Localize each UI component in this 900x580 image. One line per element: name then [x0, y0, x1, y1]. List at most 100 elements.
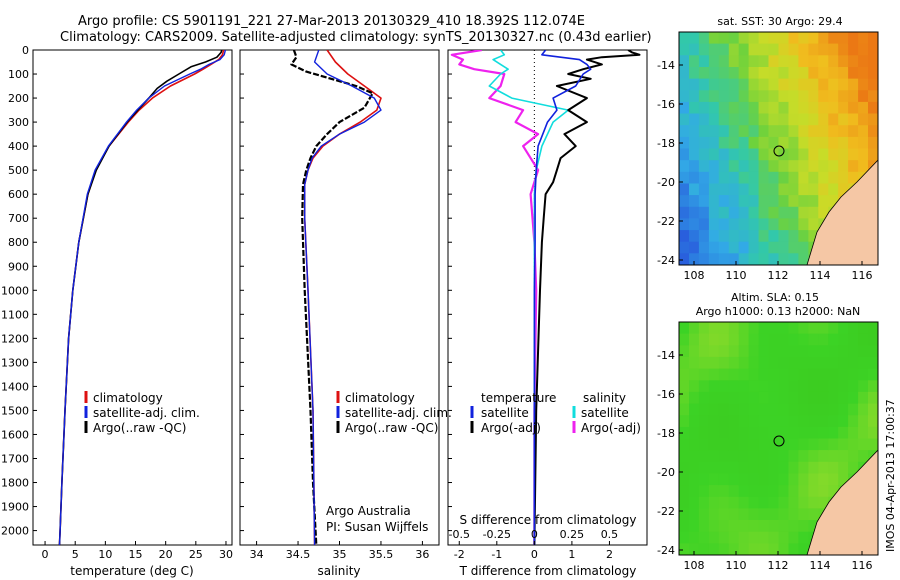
map-cell	[808, 195, 819, 208]
map-cell	[818, 160, 829, 173]
map-cell	[718, 450, 730, 463]
map-cell	[758, 43, 770, 56]
map-cell	[718, 356, 730, 370]
map-cell	[798, 345, 809, 358]
map-cell	[798, 67, 809, 80]
map-cell	[818, 32, 829, 45]
map-cell	[768, 43, 779, 56]
map-cell	[818, 195, 829, 208]
map-cell	[718, 183, 730, 196]
map-cell	[868, 43, 878, 56]
map-cell	[838, 368, 849, 381]
map-cell	[838, 461, 849, 475]
map-cell	[848, 113, 859, 126]
map-cell	[758, 125, 770, 138]
temperature-legend: climatology satellite-adj. clim. Argo(..…	[84, 391, 200, 435]
x-tick-label-s: 0.25	[560, 528, 585, 541]
land-mass	[806, 159, 878, 265]
map-cell	[748, 461, 760, 475]
map-cell	[768, 426, 779, 440]
map-cell	[858, 380, 869, 393]
map-cell	[868, 380, 878, 393]
sal-argo-line	[290, 50, 374, 545]
map-cell	[698, 90, 710, 103]
map-cell	[698, 32, 710, 45]
map-cell	[718, 531, 730, 544]
map-cell	[818, 426, 829, 440]
map-cell	[679, 195, 690, 208]
temperature-xlabel: temperature (deg C)	[70, 564, 193, 578]
map-cell	[708, 78, 720, 91]
map-x-tick-label: 108	[684, 269, 705, 282]
map-cell	[808, 345, 819, 358]
map-cell	[698, 368, 710, 381]
map-cell	[818, 496, 829, 510]
map-cell	[689, 520, 700, 533]
map-cell	[758, 101, 770, 115]
map-cell	[679, 496, 690, 510]
map-cell	[828, 368, 839, 381]
map-cell	[838, 403, 849, 416]
map-cell	[748, 101, 760, 115]
map-cell	[728, 230, 740, 243]
map-cell	[828, 43, 839, 56]
map-cell	[689, 356, 700, 370]
map-cell	[698, 148, 710, 161]
map-cell	[778, 322, 789, 335]
map-cell	[798, 195, 809, 208]
map-cell	[679, 531, 690, 544]
map-cell	[858, 438, 869, 451]
map-cell	[758, 218, 770, 231]
map-cell	[768, 183, 779, 196]
map-cell	[818, 473, 829, 486]
x-tick-label: 15	[129, 548, 143, 561]
map-cell	[748, 241, 760, 254]
map-cell	[798, 322, 809, 335]
map-cell	[698, 136, 710, 150]
map-cell	[788, 531, 799, 544]
map-cell	[818, 461, 829, 475]
land-mass	[806, 449, 878, 555]
map-cell	[728, 356, 740, 370]
map-cell	[818, 67, 829, 80]
depth-tick-label: 2000	[1, 525, 29, 538]
depth-tick-label: 500	[8, 164, 29, 177]
map-cell	[868, 101, 878, 115]
map-cell	[848, 345, 859, 358]
map-cell	[738, 113, 750, 126]
map-cell	[689, 543, 700, 555]
map-cell	[798, 531, 809, 544]
map-cell	[689, 43, 700, 56]
map-cell	[828, 415, 839, 428]
map-cell	[808, 438, 819, 451]
map-cell	[808, 160, 819, 173]
map-cell	[738, 450, 750, 463]
map-cell	[718, 461, 730, 475]
map-cell	[698, 253, 710, 265]
map-cell	[768, 543, 779, 555]
depth-tick-label: 300	[8, 116, 29, 129]
map-cell	[718, 322, 730, 335]
map-cell	[738, 78, 750, 91]
map-cell	[818, 368, 829, 381]
map-cell	[858, 345, 869, 358]
map-cell	[788, 241, 799, 254]
map-cell	[778, 171, 789, 185]
x-tick-label-s: -0.5	[449, 528, 470, 541]
map-cell	[828, 32, 839, 45]
map-cell	[768, 136, 779, 150]
map-cell	[718, 543, 730, 555]
sst-map	[679, 32, 878, 265]
map-cell	[679, 90, 690, 103]
map-cell	[838, 415, 849, 428]
map-cell	[768, 148, 779, 161]
map-cell	[858, 426, 869, 440]
map-cell	[698, 461, 710, 475]
map-cell	[858, 333, 869, 346]
map-cell	[778, 403, 789, 416]
map-cell	[768, 496, 779, 510]
sal-satellite-line	[304, 50, 382, 545]
map-cell	[748, 543, 760, 555]
map-cell	[679, 356, 690, 370]
map-cell	[718, 101, 730, 115]
